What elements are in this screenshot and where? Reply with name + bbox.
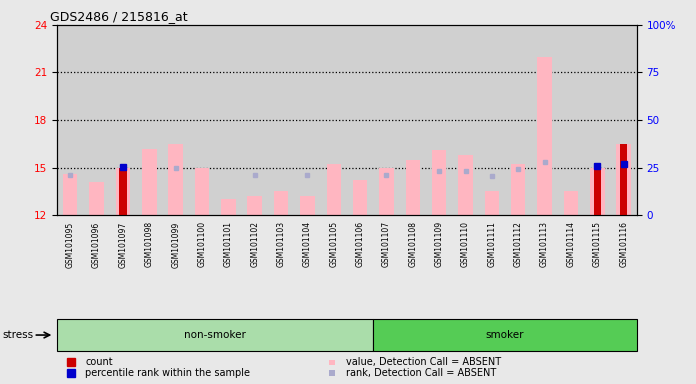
Bar xyxy=(458,155,473,215)
Bar xyxy=(373,25,400,215)
Bar xyxy=(215,25,242,215)
Bar xyxy=(426,25,452,215)
Bar xyxy=(511,164,525,215)
Bar xyxy=(300,196,315,215)
Bar xyxy=(617,144,631,215)
Bar xyxy=(594,167,601,215)
Bar xyxy=(294,25,321,215)
Bar xyxy=(110,25,136,215)
Bar xyxy=(142,149,157,215)
Text: GDS2486 / 215816_at: GDS2486 / 215816_at xyxy=(50,10,188,23)
Text: count: count xyxy=(86,358,113,367)
Bar xyxy=(57,25,84,215)
Bar xyxy=(116,168,130,215)
Bar xyxy=(119,167,127,215)
Bar xyxy=(564,191,578,215)
Bar xyxy=(479,25,505,215)
Bar xyxy=(432,150,446,215)
Bar xyxy=(406,160,420,215)
Bar xyxy=(57,319,373,351)
Bar xyxy=(195,167,209,215)
Bar xyxy=(168,144,183,215)
Bar xyxy=(353,180,367,215)
Text: value, Detection Call = ABSENT: value, Detection Call = ABSENT xyxy=(347,358,502,367)
Bar xyxy=(326,164,341,215)
Bar xyxy=(248,196,262,215)
Bar xyxy=(221,199,236,215)
Bar xyxy=(557,25,584,215)
Bar xyxy=(532,25,557,215)
Bar xyxy=(537,56,552,215)
Bar xyxy=(620,144,627,215)
Bar xyxy=(321,25,347,215)
Bar xyxy=(162,25,189,215)
Bar xyxy=(274,191,288,215)
Bar xyxy=(347,25,373,215)
Bar xyxy=(84,25,110,215)
Bar xyxy=(268,25,294,215)
Bar xyxy=(373,319,637,351)
Bar xyxy=(136,25,162,215)
Bar xyxy=(484,191,499,215)
Bar xyxy=(242,25,268,215)
Text: percentile rank within the sample: percentile rank within the sample xyxy=(86,368,251,378)
Bar xyxy=(189,25,215,215)
Bar xyxy=(505,25,532,215)
Bar xyxy=(610,25,637,215)
Text: smoker: smoker xyxy=(486,330,524,340)
Bar xyxy=(379,167,394,215)
Bar xyxy=(89,182,104,215)
Text: non-smoker: non-smoker xyxy=(184,330,246,340)
Bar xyxy=(329,370,335,376)
Bar xyxy=(329,359,335,365)
Bar xyxy=(400,25,426,215)
Text: stress: stress xyxy=(2,330,33,340)
Bar xyxy=(452,25,479,215)
Bar xyxy=(590,167,605,215)
Bar xyxy=(63,174,77,215)
Bar xyxy=(584,25,610,215)
Text: rank, Detection Call = ABSENT: rank, Detection Call = ABSENT xyxy=(347,368,497,378)
